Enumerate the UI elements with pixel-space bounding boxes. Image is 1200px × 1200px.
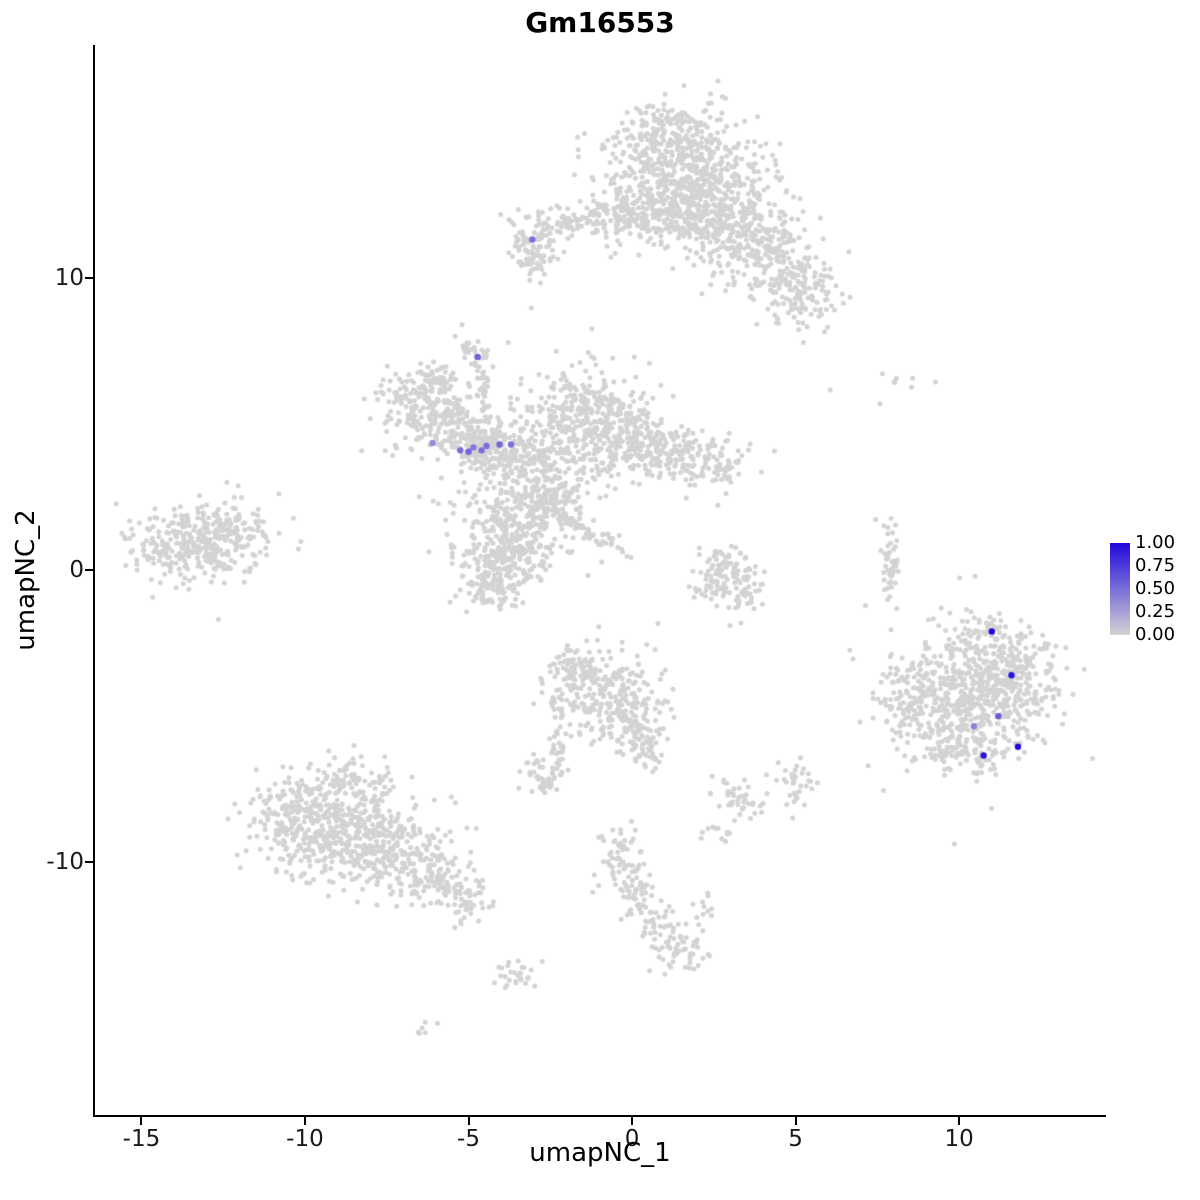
legend-tick-label: 1.00	[1135, 532, 1176, 553]
x-tick-mark	[631, 1117, 634, 1125]
y-tick-mark	[85, 277, 93, 280]
legend-gradient-bar	[1110, 543, 1130, 635]
x-tick-mark	[140, 1117, 143, 1125]
y-tick-label: 10	[54, 265, 84, 292]
legend-tick-label: 0.50	[1135, 578, 1176, 599]
legend-tick-labels: 1.00 0.75 0.50 0.25 0.00	[1135, 534, 1175, 644]
y-tick-mark	[85, 861, 93, 864]
x-tick-label: 10	[944, 1126, 974, 1152]
y-tick-mark	[85, 569, 93, 572]
x-tick-label: 0	[624, 1126, 640, 1152]
y-tick-label: 0	[69, 557, 84, 584]
x-tick-label: 5	[788, 1126, 803, 1152]
y-axis-line	[93, 45, 95, 1117]
x-tick-mark	[303, 1117, 306, 1125]
x-tick-mark	[467, 1117, 470, 1125]
x-axis-line	[93, 1115, 1106, 1117]
expression-legend: 1.00 0.75 0.50 0.25 0.00	[1110, 534, 1175, 644]
x-tick-label: -5	[457, 1126, 480, 1152]
x-axis-title: umapNC_1	[529, 1138, 671, 1168]
x-tick-label: -10	[286, 1126, 324, 1152]
y-tick-label: -10	[46, 849, 84, 876]
chart-title: Gm16553	[525, 6, 675, 39]
x-tick-mark	[794, 1117, 797, 1125]
y-axis-title: umapNC_2	[11, 509, 41, 651]
legend-tick-label: 0.25	[1135, 601, 1176, 622]
x-tick-mark	[958, 1117, 961, 1125]
x-tick-label: -15	[122, 1126, 161, 1152]
legend-tick-label: 0.00	[1135, 624, 1176, 645]
legend-tick-label: 0.75	[1135, 555, 1176, 576]
